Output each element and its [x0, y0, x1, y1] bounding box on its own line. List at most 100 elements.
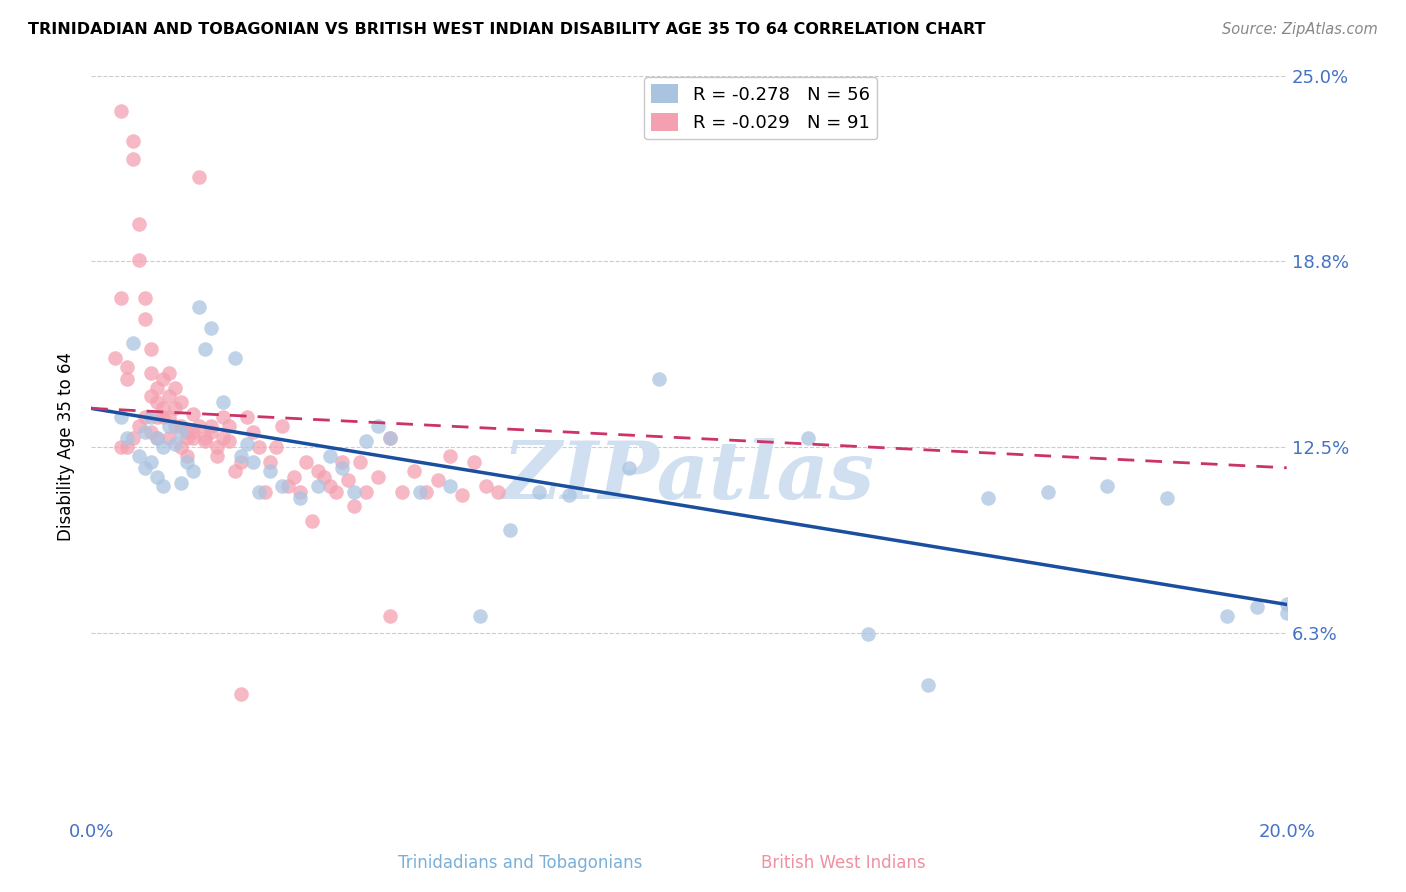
Point — [122, 431, 145, 445]
Point — [194, 431, 217, 445]
Point — [343, 484, 366, 499]
Point — [110, 440, 132, 454]
Point — [319, 478, 342, 492]
Point — [146, 469, 169, 483]
Point — [439, 449, 461, 463]
Point — [176, 431, 198, 445]
Point — [163, 419, 186, 434]
Point — [110, 292, 132, 306]
Point — [295, 455, 318, 469]
Point — [200, 419, 222, 434]
Text: ZIPatlas: ZIPatlas — [503, 438, 875, 516]
Point — [211, 431, 233, 445]
Point — [498, 523, 520, 537]
Point — [122, 336, 145, 351]
Point — [157, 410, 180, 425]
Y-axis label: Disability Age 35 to 64: Disability Age 35 to 64 — [58, 352, 75, 541]
Point — [415, 484, 437, 499]
Point — [277, 478, 299, 492]
Point — [170, 419, 193, 434]
Point — [181, 464, 204, 478]
Point — [115, 440, 138, 454]
Point — [218, 419, 240, 434]
Point — [468, 609, 491, 624]
Point — [450, 487, 472, 501]
Point — [229, 449, 252, 463]
Point — [325, 484, 347, 499]
Point — [330, 460, 353, 475]
Point — [139, 366, 162, 380]
Point — [110, 104, 132, 119]
Point — [211, 410, 233, 425]
Point — [176, 455, 198, 469]
Point — [157, 431, 180, 445]
Point — [486, 484, 509, 499]
Point — [259, 464, 281, 478]
Point — [152, 401, 174, 416]
Point — [409, 484, 432, 499]
Point — [439, 478, 461, 492]
Point — [224, 351, 246, 365]
Point — [163, 437, 186, 451]
Point — [134, 460, 156, 475]
Point — [977, 491, 1000, 505]
Point — [128, 419, 150, 434]
Point — [128, 217, 150, 231]
Point — [247, 484, 270, 499]
Point — [163, 401, 186, 416]
Point — [157, 366, 180, 380]
Text: Trinidadians and Tobagonians: Trinidadians and Tobagonians — [398, 855, 643, 872]
Point — [235, 410, 257, 425]
Point — [1156, 491, 1178, 505]
Point — [170, 395, 193, 409]
Point — [122, 134, 145, 148]
Point — [187, 301, 209, 315]
Point — [115, 359, 138, 374]
Point — [529, 484, 551, 499]
Point — [330, 455, 353, 469]
Point — [205, 449, 228, 463]
Point — [229, 455, 252, 469]
Point — [224, 464, 246, 478]
Point — [259, 455, 281, 469]
Text: Source: ZipAtlas.com: Source: ZipAtlas.com — [1222, 22, 1378, 37]
Point — [858, 627, 880, 641]
Point — [152, 478, 174, 492]
Point — [104, 351, 127, 365]
Point — [115, 371, 138, 385]
Point — [134, 425, 156, 439]
Point — [187, 169, 209, 184]
Point — [354, 434, 377, 448]
Point — [917, 678, 939, 692]
Point — [1275, 607, 1298, 621]
Point — [558, 487, 581, 501]
Point — [170, 475, 193, 490]
Point — [1246, 600, 1268, 615]
Point — [122, 152, 145, 166]
Point — [139, 389, 162, 403]
Point — [115, 431, 138, 445]
Legend: R = -0.278   N = 56, R = -0.029   N = 91: R = -0.278 N = 56, R = -0.029 N = 91 — [644, 77, 877, 139]
Point — [463, 455, 485, 469]
Point — [301, 514, 323, 528]
Point — [391, 484, 413, 499]
Point — [247, 440, 270, 454]
Point — [426, 473, 449, 487]
Text: TRINIDADIAN AND TOBAGONIAN VS BRITISH WEST INDIAN DISABILITY AGE 35 TO 64 CORREL: TRINIDADIAN AND TOBAGONIAN VS BRITISH WE… — [28, 22, 986, 37]
Point — [152, 410, 174, 425]
Point — [181, 431, 204, 445]
Point — [1036, 484, 1059, 499]
Point — [110, 410, 132, 425]
Point — [187, 419, 209, 434]
Point — [343, 500, 366, 514]
Point — [290, 491, 312, 505]
Point — [163, 380, 186, 394]
Point — [218, 434, 240, 448]
Point — [402, 464, 425, 478]
Point — [1097, 478, 1119, 492]
Point — [170, 425, 193, 439]
Point — [242, 455, 264, 469]
Point — [367, 469, 389, 483]
Point — [146, 380, 169, 394]
Point — [617, 460, 640, 475]
